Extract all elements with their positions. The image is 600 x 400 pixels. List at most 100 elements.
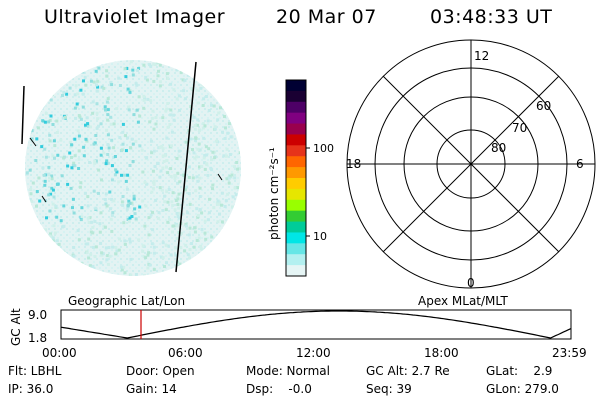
intensity-dot <box>121 203 125 207</box>
intensity-dot <box>73 65 77 69</box>
intensity-dot <box>99 241 103 245</box>
intensity-dot <box>166 171 170 175</box>
intensity-dot <box>41 232 45 236</box>
intensity-dot <box>36 104 40 107</box>
orbit-timeline: Geographic Lat/Lon Apex MLat/MLT GC Alt … <box>9 294 587 360</box>
intensity-dot <box>86 124 90 128</box>
intensity-dot <box>104 246 108 250</box>
intensity-dot <box>175 68 179 72</box>
intensity-dot <box>193 127 197 131</box>
intensity-dot <box>82 154 86 158</box>
intensity-dot <box>49 67 52 71</box>
intensity-dot <box>94 83 98 87</box>
intensity-dot <box>190 62 194 66</box>
intensity-dot <box>198 165 201 169</box>
intensity-dot <box>190 272 194 276</box>
intensity-dot <box>132 194 136 198</box>
intensity-dot <box>66 164 70 168</box>
intensity-dot <box>212 77 216 81</box>
intensity-dot <box>237 200 241 203</box>
intensity-dot <box>226 131 230 135</box>
intensity-dot <box>214 259 218 263</box>
intensity-dot <box>89 253 93 257</box>
intensity-dot <box>105 69 109 73</box>
intensity-dot <box>48 209 52 213</box>
intensity-dot <box>238 151 241 155</box>
colorbar-tick-10: 10 <box>313 230 327 243</box>
intensity-dot <box>216 245 220 249</box>
intensity-dot <box>128 89 132 93</box>
intensity-dot <box>110 229 114 233</box>
intensity-dot <box>225 147 229 151</box>
intensity-dot <box>91 111 95 115</box>
colorbar-tick-100: 100 <box>313 142 334 155</box>
intensity-dot <box>77 157 81 161</box>
intensity-dot <box>193 226 197 230</box>
intensity-dot <box>118 237 121 241</box>
intensity-dot <box>213 242 217 246</box>
intensity-dot <box>105 159 109 163</box>
intensity-dot <box>227 228 231 232</box>
intensity-dot <box>37 65 41 69</box>
intensity-dot <box>105 100 109 104</box>
info-dsp: Dsp: -0.0 <box>246 382 312 396</box>
intensity-dot <box>54 82 58 86</box>
intensity-dot <box>106 113 110 117</box>
intensity-dot <box>192 151 196 155</box>
intensity-dot <box>233 176 237 180</box>
intensity-dot <box>203 231 207 235</box>
intensity-dot <box>109 80 113 84</box>
info-mode: Mode: Normal <box>246 364 330 378</box>
intensity-dot <box>179 246 183 250</box>
intensity-dot <box>115 170 119 174</box>
intensity-dot <box>143 274 146 276</box>
intensity-dot <box>65 66 69 70</box>
intensity-dot <box>86 216 90 220</box>
intensity-dot <box>31 267 35 271</box>
intensity-dot <box>161 154 165 158</box>
intensity-dot <box>152 127 156 131</box>
intensity-dot <box>132 113 136 117</box>
intensity-dot <box>223 137 227 140</box>
info-glon: GLon: 279.0 <box>486 382 559 396</box>
intensity-dot <box>192 63 196 67</box>
intensity-dot <box>207 211 211 215</box>
intensity-dot <box>211 187 214 191</box>
intensity-dot <box>129 60 133 64</box>
intensity-dot <box>185 224 188 228</box>
colorbar-cell <box>286 188 306 201</box>
intensity-dot <box>27 60 31 64</box>
intensity-dot <box>168 218 171 221</box>
intensity-dot <box>238 83 241 87</box>
intensity-dot <box>54 66 58 70</box>
intensity-dot <box>239 232 241 235</box>
intensity-dot <box>37 176 41 180</box>
intensity-dot <box>126 87 130 91</box>
intensity-dot <box>61 225 65 229</box>
intensity-dot <box>32 218 35 221</box>
intensity-dot <box>51 188 55 192</box>
intensity-dot <box>228 153 232 156</box>
intensity-dot <box>98 230 102 234</box>
intensity-dot <box>195 207 199 211</box>
intensity-dot <box>100 85 104 89</box>
intensity-dot <box>97 168 101 172</box>
intensity-dot <box>227 122 231 126</box>
intensity-dot <box>34 246 38 250</box>
intensity-dot <box>30 129 34 133</box>
intensity-dot <box>124 134 127 138</box>
intensity-dot <box>50 253 54 257</box>
intensity-dot <box>151 228 155 232</box>
intensity-dot <box>91 100 95 104</box>
intensity-dot <box>210 63 214 67</box>
intensity-dot <box>169 108 173 112</box>
intensity-dot <box>182 89 186 93</box>
intensity-dot <box>79 88 83 92</box>
intensity-dot <box>163 194 167 198</box>
intensity-dot <box>169 113 173 117</box>
intensity-dot <box>233 259 237 263</box>
intensity-dot <box>206 173 210 177</box>
timeline-left-title: Geographic Lat/Lon <box>68 294 185 308</box>
intensity-dot <box>150 151 154 155</box>
intensity-dot <box>110 178 114 182</box>
